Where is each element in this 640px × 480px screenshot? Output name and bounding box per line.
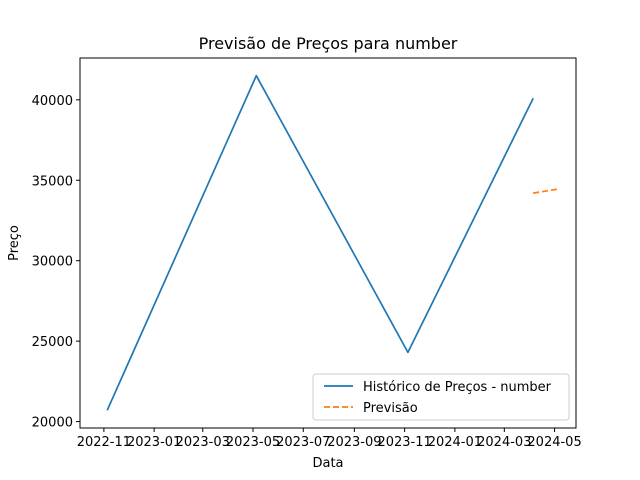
y-tick-label: 20000: [32, 416, 73, 431]
y-tick-label: 35000: [32, 174, 73, 189]
legend-label-0: Histórico de Preços - number: [363, 380, 552, 395]
x-tick-label: 2024-05: [527, 435, 581, 450]
legend-box: [312, 373, 570, 421]
x-tick-label: 2023-07: [276, 435, 330, 450]
plot-frame: [79, 57, 577, 429]
legend-label-1: Previsão: [363, 401, 418, 416]
x-tick-label: 2024-01: [428, 435, 482, 450]
x-tick-label: 2022-11: [77, 435, 131, 450]
x-tick-label: 2023-05: [226, 435, 280, 450]
series-line-0: [106, 74, 534, 411]
x-axis-label: Data: [312, 456, 343, 471]
y-axis-ticks: 20000 25000 30000 35000 40000: [32, 94, 80, 431]
x-tick-label: 2024-03: [477, 435, 531, 450]
x-axis-ticks: 2022-112023-012023-032023-052023-072023-…: [77, 428, 582, 450]
series-layer: [106, 74, 559, 411]
x-tick-label: 2023-09: [327, 435, 381, 450]
chart-title: Previsão de Preços para number: [199, 34, 458, 53]
x-tick-label: 2023-11: [377, 435, 431, 450]
y-tick-label: 25000: [32, 335, 73, 350]
axes-layer: [79, 57, 577, 429]
legend: Histórico de Preços - number Previsão: [312, 373, 570, 421]
x-tick-label: 2023-03: [176, 435, 230, 450]
y-axis-label: Preço: [7, 225, 22, 261]
y-tick-label: 30000: [32, 255, 73, 270]
y-tick-label: 40000: [32, 94, 73, 109]
series-line-1: [533, 188, 559, 194]
x-tick-label: 2023-01: [127, 435, 181, 450]
